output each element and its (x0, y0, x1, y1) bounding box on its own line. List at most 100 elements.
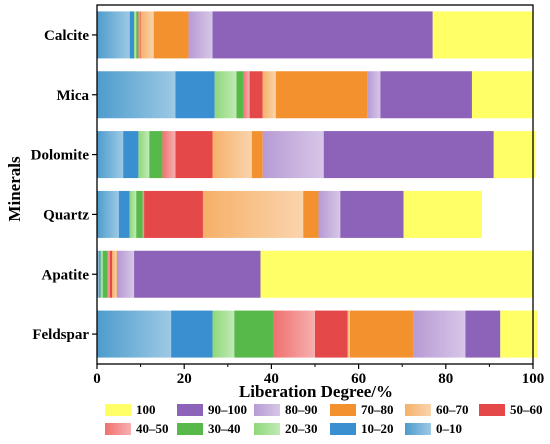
bar-segment-feldspar-4 (234, 310, 274, 358)
bar-segment-mica-6 (249, 71, 263, 119)
bar-segment-feldspar-3 (212, 310, 235, 358)
legend-swatch (105, 423, 131, 435)
bar-segment-mica-1 (97, 71, 176, 119)
bar-segment-mica-3 (214, 71, 237, 119)
y-axis-title: Minerals (5, 156, 24, 222)
bar-segment-quartz-2 (118, 190, 130, 238)
legend-swatch (105, 404, 131, 416)
bar-segment-dolomite-3 (138, 131, 150, 179)
legend-label: 90–100 (208, 402, 247, 417)
bar-segment-calcite-8 (153, 11, 189, 59)
legend-swatch (330, 423, 356, 435)
legend-item: 80–90 (254, 402, 318, 417)
legend-label: 0–10 (436, 421, 462, 436)
legend-label: 20–30 (285, 421, 318, 436)
bar-segment-mica-2 (175, 71, 215, 119)
legend-item: 20–30 (254, 421, 318, 436)
bar-segment-feldspar-2 (171, 310, 213, 358)
bar-segment-feldspar-6 (315, 310, 348, 358)
legend-swatch (177, 423, 203, 435)
bars-layer (97, 11, 538, 358)
plot-frame (96, 4, 534, 365)
legend-item: 100 (105, 402, 156, 417)
bar-segment-mica-10 (380, 71, 472, 119)
bar-segment-apatite-7 (112, 250, 117, 298)
bar-segment-dolomite-4 (149, 131, 163, 179)
bar-segment-apatite-5 (107, 250, 110, 298)
bar-segment-quartz-1 (97, 190, 119, 238)
bar-segment-feldspar-9 (413, 310, 466, 358)
bar-segment-dolomite-7 (212, 131, 252, 179)
bar-segment-quartz-11 (403, 190, 482, 238)
bar-segment-calcite-4 (136, 11, 139, 59)
bar-segment-apatite-10 (134, 250, 261, 298)
bar-segment-dolomite-9 (262, 131, 324, 179)
bar-segment-calcite-7 (140, 11, 154, 59)
bar-segment-mica-8 (275, 71, 368, 119)
bar-segment-dolomite-11 (493, 131, 536, 179)
y-tick-label: Quartz (43, 207, 89, 223)
legend-item: 10–20 (330, 421, 394, 436)
bar-segment-dolomite-8 (251, 131, 263, 179)
bar-segment-calcite-9 (188, 11, 213, 59)
x-tick-label: 60 (351, 371, 366, 387)
legend-label: 30–40 (208, 421, 241, 436)
bar-segment-quartz-6 (144, 190, 203, 238)
bar-segment-dolomite-1 (97, 131, 124, 179)
legend-label: 70–80 (361, 402, 394, 417)
bar-segment-dolomite-6 (175, 131, 213, 179)
legend-label: 10–20 (361, 421, 394, 436)
legend: 100 90–100 80–90 70–80 60–70 50–60 40–50 30–40 2… (105, 402, 543, 436)
y-tick-label: Calcite (44, 28, 89, 44)
bar-segment-apatite-9 (117, 250, 135, 298)
bar-group-feldspar (97, 310, 538, 358)
bar-segment-calcite-3 (134, 11, 137, 59)
bar-segment-quartz-3 (129, 190, 137, 238)
bar-segment-calcite-6 (139, 11, 141, 59)
bar-group-quartz (97, 190, 482, 238)
bar-segment-quartz-10 (340, 190, 404, 238)
y-tick-label: Feldspar (32, 327, 89, 343)
legend-label: 80–90 (285, 402, 318, 417)
bar-segment-feldspar-10 (465, 310, 501, 358)
legend-swatch (479, 404, 505, 416)
x-tick-label: 0 (93, 371, 101, 387)
bar-segment-calcite-10 (212, 11, 433, 59)
x-tick-label: 40 (264, 371, 279, 387)
bar-segment-dolomite-2 (123, 131, 139, 179)
bar-segment-calcite-5 (138, 11, 140, 59)
legend-label: 40–50 (136, 421, 169, 436)
axes-layer: Calcite Mica Dolomite Quartz Apatite Feldspar… (31, 4, 545, 387)
x-tick-label: 100 (522, 371, 545, 387)
bar-group-dolomite (97, 131, 536, 179)
bar-group-calcite (97, 11, 533, 59)
bar-segment-apatite-4 (102, 250, 108, 298)
legend-item: 70–80 (330, 402, 394, 417)
legend-swatch (405, 404, 431, 416)
bar-segment-dolomite-10 (323, 131, 494, 179)
bar-segment-apatite-2 (99, 250, 101, 298)
legend-item: 40–50 (105, 421, 169, 436)
legend-swatch (177, 404, 203, 416)
bar-segment-quartz-4 (136, 190, 143, 238)
bar-segment-feldspar-11 (500, 310, 538, 358)
bar-group-mica (97, 71, 533, 119)
bar-segment-mica-4 (236, 71, 244, 119)
x-axis-title: Liberation Degree/% (239, 382, 393, 401)
legend-swatch (254, 423, 280, 435)
legend-label: 60–70 (436, 402, 469, 417)
labels-layer: Liberation Degree/% Minerals (5, 156, 393, 401)
bar-segment-feldspar-7 (347, 310, 350, 358)
bar-segment-calcite-11 (432, 11, 533, 59)
bar-segment-apatite-6 (109, 250, 113, 298)
bar-segment-dolomite-5 (162, 131, 176, 179)
bar-segment-quartz-8 (303, 190, 319, 238)
legend-label: 50–60 (510, 402, 543, 417)
legend-swatch (254, 404, 280, 416)
y-tick-label: Mica (57, 88, 90, 104)
legend-item: 30–40 (177, 421, 241, 436)
bar-segment-calcite-2 (129, 11, 135, 59)
bar-segment-mica-7 (262, 71, 276, 119)
legend-item: 0–10 (405, 421, 462, 436)
bar-segment-apatite-11 (260, 250, 533, 298)
